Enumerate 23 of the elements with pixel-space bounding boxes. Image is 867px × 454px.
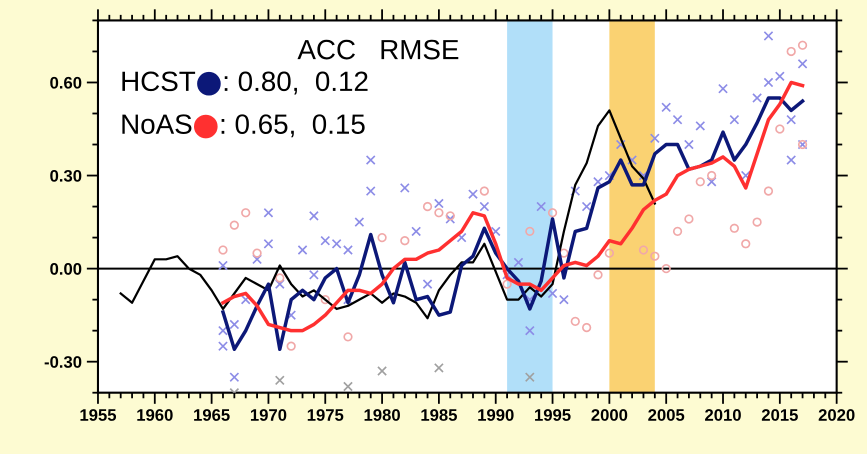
legend-label: NoAS [122, 114, 192, 134]
x-tick-label: 2015 [762, 409, 798, 421]
x-tick-label: 2010 [705, 409, 741, 421]
y-tick-label: 0.60 [50, 76, 82, 89]
x-tick-label: 2000 [591, 409, 628, 421]
legend-label: HCST [122, 72, 196, 92]
y-tick-label: 0.30 [50, 170, 82, 182]
x-tick-label: 2005 [648, 409, 684, 421]
y-tick-label: -0.30 [44, 356, 82, 368]
x-tick-label: 1990 [478, 409, 514, 421]
x-tick-label: 1985 [421, 409, 457, 421]
y-tick-label: 0.00 [50, 263, 82, 275]
x-tick-label: 1980 [364, 409, 400, 421]
x-tick-label: 2020 [818, 409, 855, 421]
annotation: : 0.80, 0.12 [224, 72, 368, 94]
x-tick-label: 1965 [194, 409, 230, 421]
x-tick-label: 1960 [137, 409, 173, 421]
annotation: : 0.65, 0.15 [222, 114, 365, 138]
x-tick-label: 1995 [535, 409, 571, 421]
x-tick-label: 1970 [250, 409, 286, 421]
annotation: ACC RMSE [297, 40, 458, 60]
x-tick-label: 1955 [80, 409, 116, 421]
x-tick-label: 1975 [308, 409, 344, 421]
